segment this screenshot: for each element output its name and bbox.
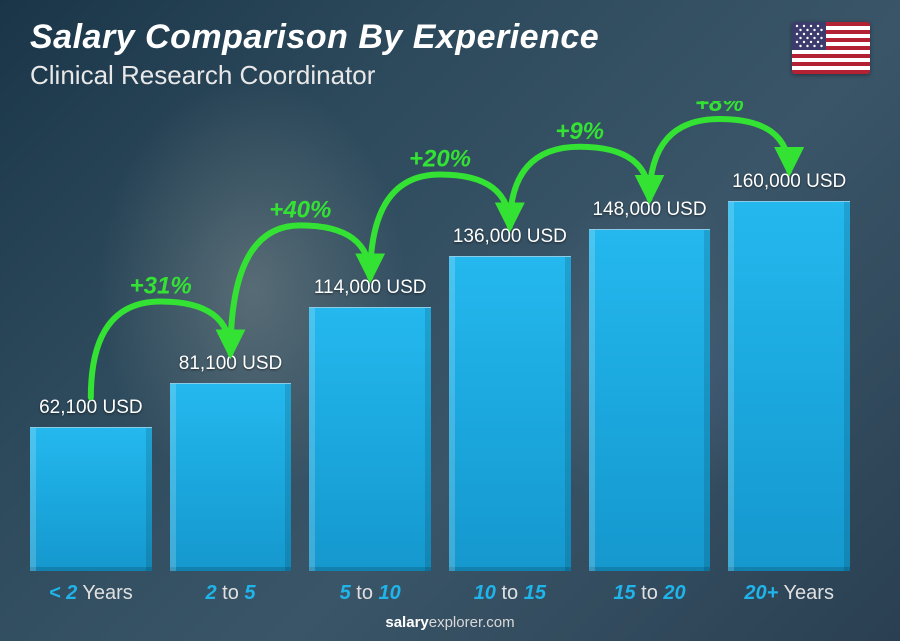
footer-brand: salary [385,614,428,631]
bar [728,201,850,571]
bar-column: 81,100 USD2 to 5 [170,353,292,571]
bar [589,229,711,571]
bar-category-label: 2 to 5 [205,582,255,605]
bar-value-label: 148,000 USD [592,199,706,221]
bar-chart: 62,100 USD< 2 Years81,100 USD2 to 5114,0… [30,101,850,571]
bar-column: 136,000 USD10 to 15 [449,226,571,571]
bar-category-label: 15 to 20 [613,582,685,605]
bar-value-label: 81,100 USD [179,353,283,375]
bar [170,383,292,571]
bar-value-label: 62,100 USD [39,397,143,419]
footer-brand-suffix: explorer.com [429,614,515,631]
bar [30,427,152,571]
bar-column: 62,100 USD< 2 Years [30,397,152,571]
infographic-canvas: Salary Comparison By Experience Clinical… [0,0,900,641]
bar-value-label: 136,000 USD [453,226,567,248]
bar-category-label: 20+ Years [744,582,834,605]
bar-value-label: 160,000 USD [732,171,846,193]
bar-value-label: 114,000 USD [314,277,427,299]
bar-column: 160,000 USD20+ Years [728,171,850,571]
chart-subtitle: Clinical Research Coordinator [30,60,375,91]
bar-category-label: < 2 Years [49,582,133,605]
bar-column: 114,000 USD5 to 10 [309,277,431,571]
bar-column: 148,000 USD15 to 20 [589,199,711,571]
bar [309,307,431,571]
footer-attribution: salaryexplorer.com [0,614,900,631]
bar-category-label: 10 to 15 [474,582,546,605]
bar-category-label: 5 to 10 [340,582,401,605]
chart-title: Salary Comparison By Experience [30,18,599,57]
bar [449,256,571,571]
us-flag-icon [792,22,870,74]
